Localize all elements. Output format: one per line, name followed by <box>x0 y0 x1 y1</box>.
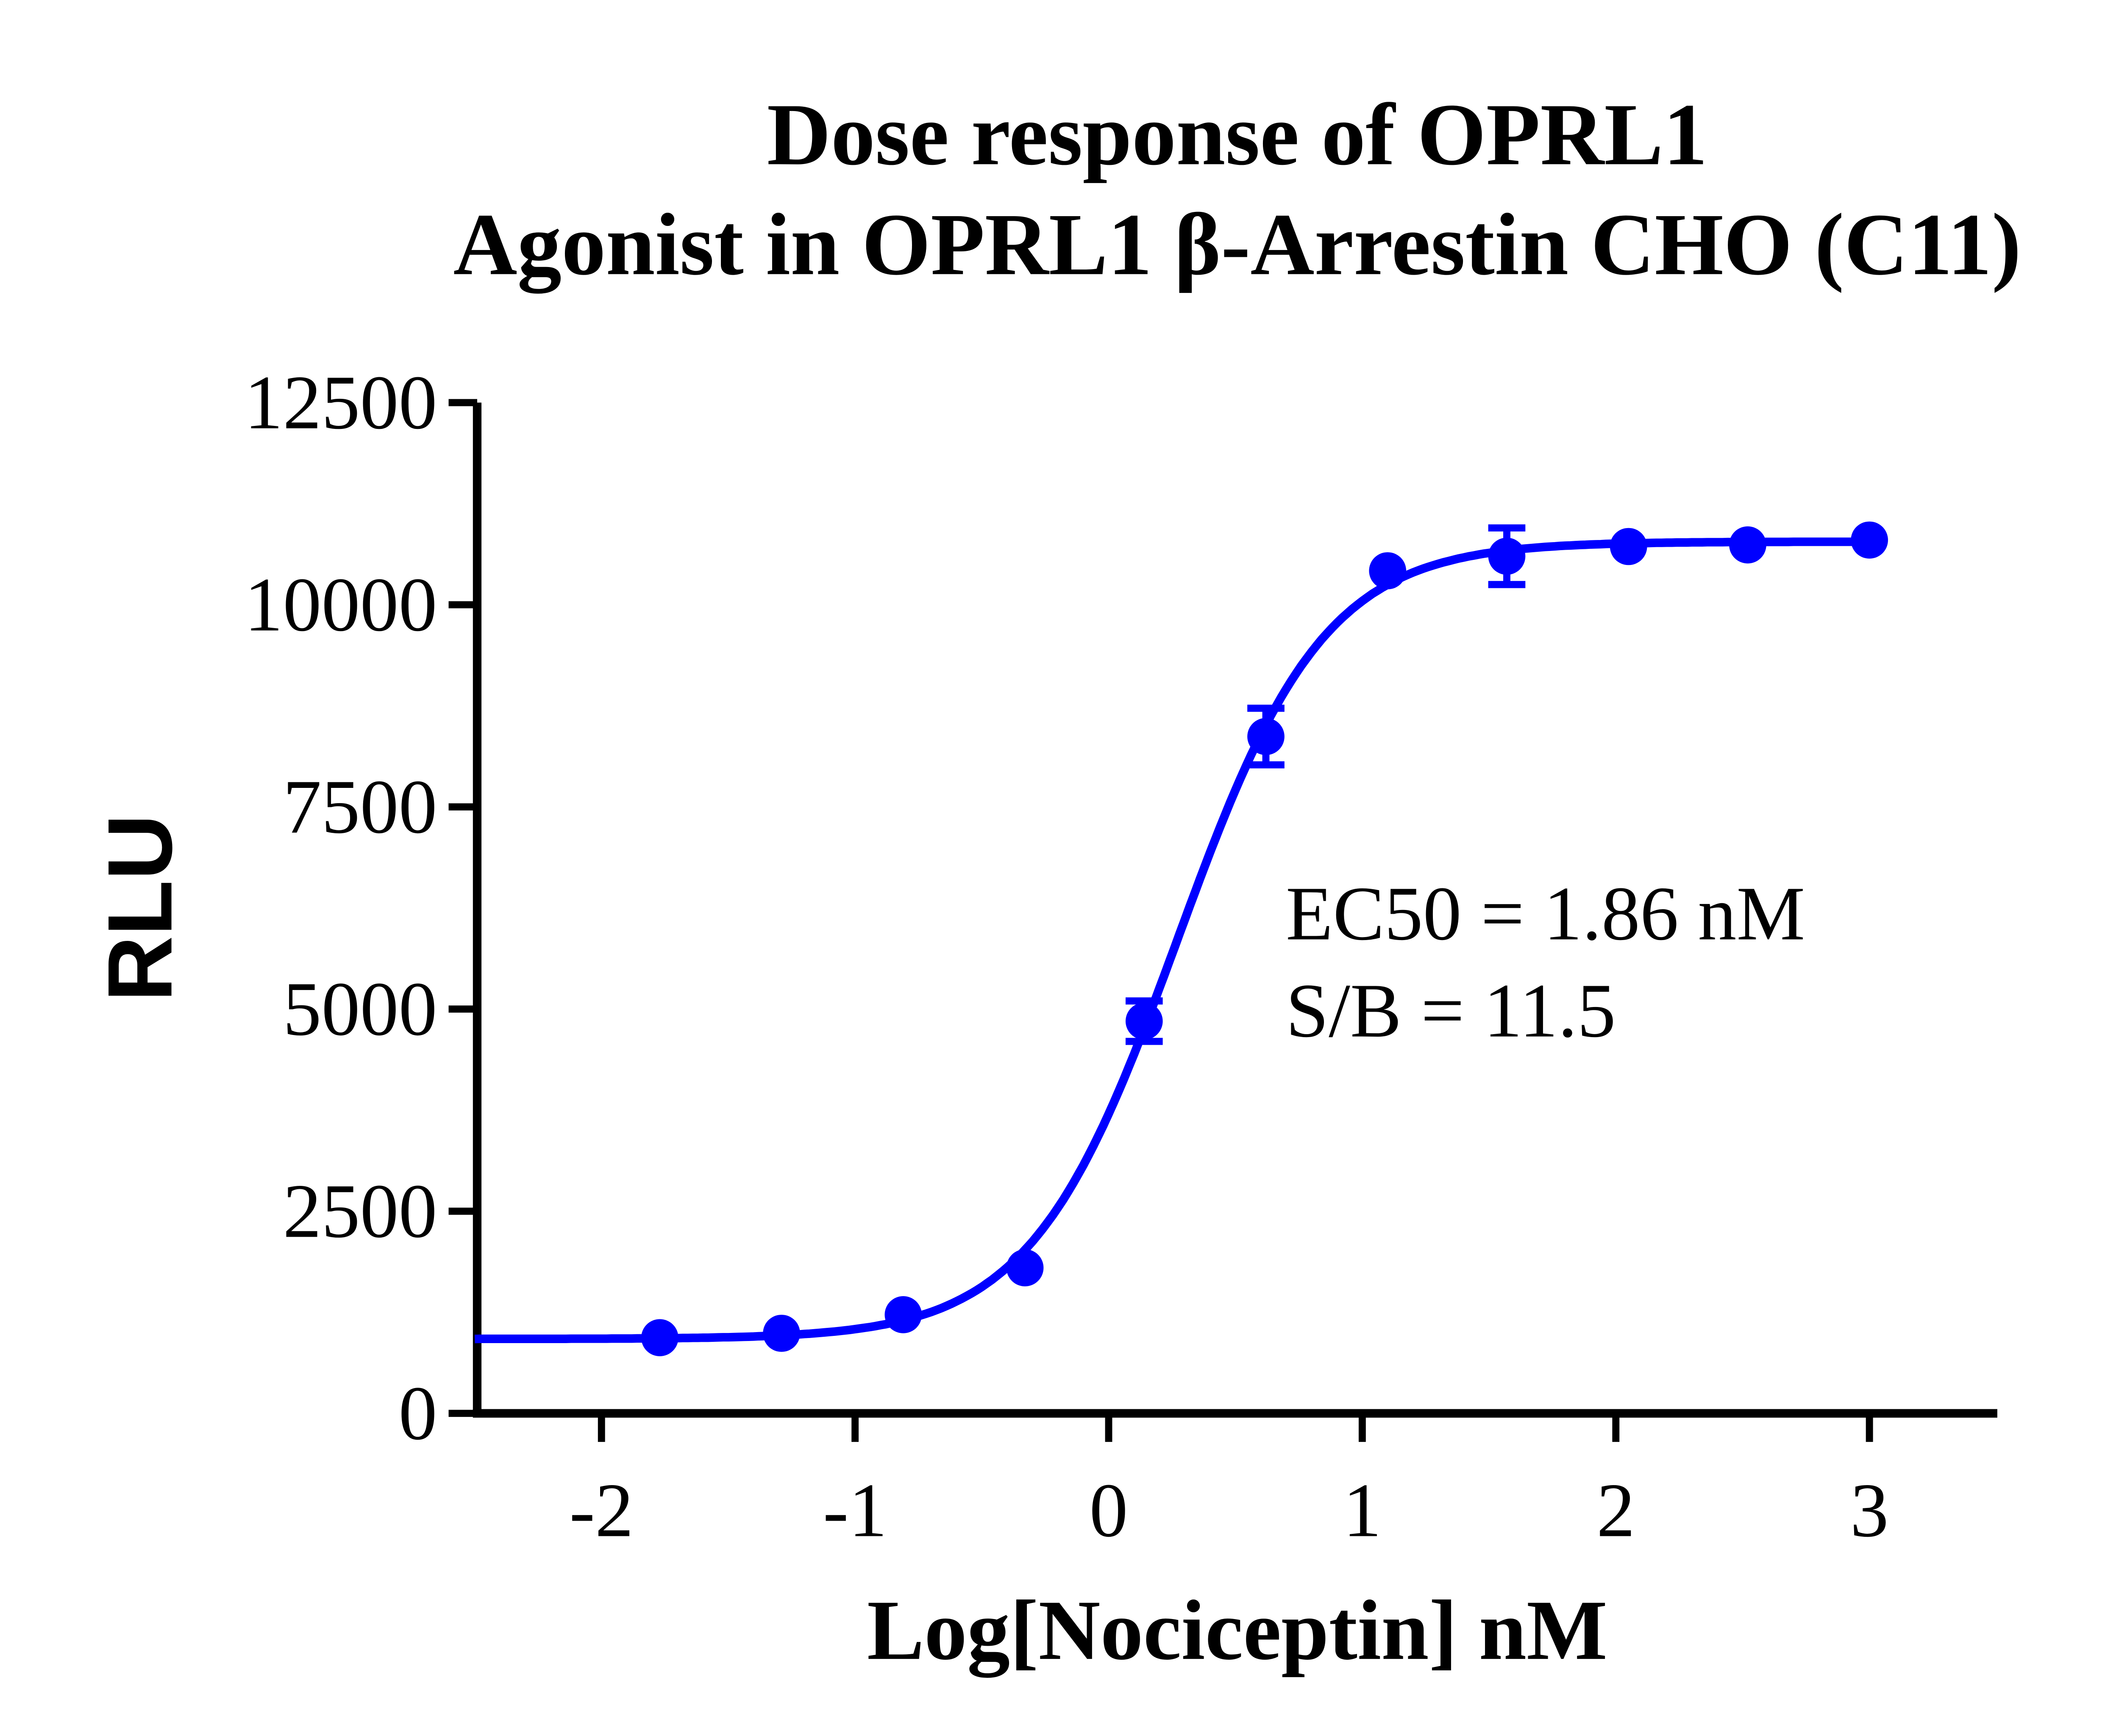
y-tick-label: 7500 <box>283 765 437 850</box>
chart-title-line-2: Agonist in OPRL1 β-Arrestin CHO (C11) <box>453 196 2022 294</box>
y-tick-label: 10000 <box>244 562 437 648</box>
x-tick-label: -2 <box>569 1468 634 1553</box>
x-axis-label: Log[Nociceptin] nM <box>867 1583 1607 1678</box>
y-tick-label: 12500 <box>244 360 437 445</box>
data-point <box>641 1319 679 1356</box>
x-tick-label: -1 <box>823 1468 887 1553</box>
axes: 0 2500 5000 7500 10000 12500 -2 -1 0 1 2 3 <box>244 360 1997 1553</box>
data-point <box>1369 552 1407 590</box>
data-point <box>1610 528 1647 565</box>
x-tick-label: 0 <box>1089 1468 1128 1553</box>
sb-annotation: S/B = 11.5 <box>1286 968 1616 1054</box>
x-tick-label: 3 <box>1850 1468 1889 1553</box>
data-point <box>884 1296 922 1333</box>
y-tick-label: 5000 <box>283 966 437 1052</box>
data-points <box>641 521 1888 1356</box>
data-point <box>1729 526 1766 564</box>
data-point <box>1851 521 1888 559</box>
x-tick-label: 1 <box>1343 1468 1382 1553</box>
ec50-annotation: EC50 = 1.86 nM <box>1286 871 1805 956</box>
x-tick-label: 2 <box>1596 1468 1635 1553</box>
data-point <box>1006 1249 1044 1287</box>
data-point <box>1125 1002 1163 1040</box>
chart-title-line-1: Dose response of OPRL1 <box>767 86 1708 184</box>
y-tick-label: 0 <box>399 1371 437 1456</box>
data-point <box>1247 718 1285 755</box>
y-tick-label: 2500 <box>283 1168 437 1254</box>
y-axis-label: RLU <box>89 814 191 1002</box>
data-point <box>1488 537 1526 575</box>
data-point <box>763 1315 800 1352</box>
